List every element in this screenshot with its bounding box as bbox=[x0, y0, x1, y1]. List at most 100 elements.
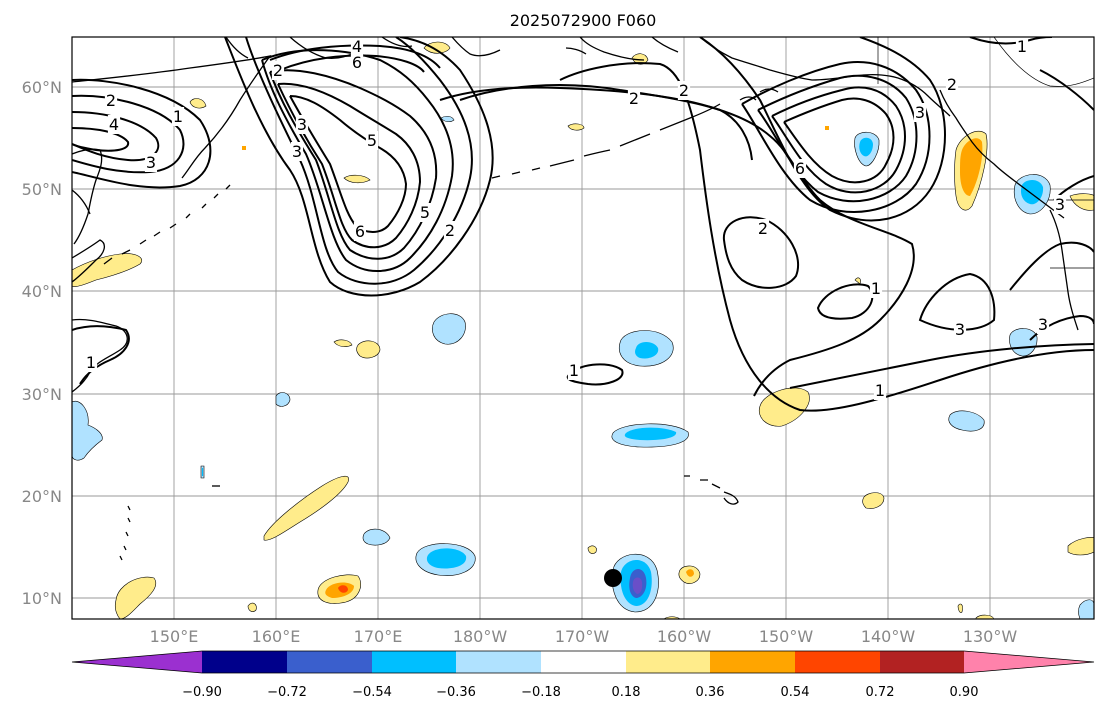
shade-yellow bbox=[343, 174, 371, 184]
coast-seward bbox=[579, 37, 679, 61]
contour-trough-outer bbox=[224, 37, 494, 297]
colorbar-segment bbox=[626, 651, 710, 673]
contour-label: 1 bbox=[871, 279, 881, 298]
shade-yellow bbox=[114, 576, 157, 619]
colorbar-segment bbox=[541, 651, 626, 673]
colorbar-tick-label: 0.72 bbox=[866, 685, 895, 700]
shade-yellow bbox=[72, 253, 142, 287]
contour-loop-1b bbox=[816, 283, 874, 320]
contour-label: 4 bbox=[352, 37, 362, 56]
contour-label-bg bbox=[144, 153, 158, 172]
contour-ne-1b bbox=[1039, 69, 1094, 111]
location-marker bbox=[604, 569, 622, 587]
contour-gulf-5 bbox=[783, 97, 895, 184]
colorbar-segment bbox=[202, 651, 287, 673]
colorbar-segment bbox=[287, 651, 372, 673]
colorbar-segment bbox=[710, 651, 795, 673]
shade-yellow bbox=[1067, 536, 1094, 556]
contour-label-bg bbox=[869, 279, 883, 298]
contour-label: 3 bbox=[1055, 195, 1065, 214]
colorbar-segment bbox=[72, 651, 202, 673]
shade-red bbox=[338, 585, 348, 593]
contour-label-bg bbox=[290, 142, 304, 161]
contour-trough-5 bbox=[277, 82, 422, 249]
contour-label-bg bbox=[873, 381, 887, 400]
contour-label-bg bbox=[677, 81, 691, 100]
coast-hokkaido bbox=[72, 239, 106, 283]
shade-blue bbox=[859, 137, 873, 157]
colorbar-tick-label: −0.18 bbox=[521, 685, 561, 700]
lon-label: 150°E bbox=[150, 627, 199, 646]
contour-label-bg bbox=[271, 61, 285, 80]
contour-gulf-3 bbox=[757, 74, 918, 203]
contour-label: 2 bbox=[947, 75, 957, 94]
contour-labels: 4 6 2 4 3 1 3 3 5 6 5 2 2 1 1 2 6 3 2 1 … bbox=[84, 37, 1067, 400]
colorbar-segment bbox=[456, 651, 541, 673]
contour-label: 3 bbox=[292, 142, 302, 161]
coast-aleutian-islands bbox=[491, 103, 721, 179]
coast-bc-panhandle bbox=[939, 89, 1065, 219]
coast-alaska bbox=[699, 37, 951, 117]
colorbar-segment bbox=[372, 651, 456, 673]
shade-blue bbox=[426, 548, 467, 569]
contour-label-bg bbox=[627, 89, 641, 108]
lon-label: 170°E bbox=[354, 627, 403, 646]
shade-blue bbox=[624, 427, 677, 441]
shade-yellow bbox=[975, 614, 995, 619]
contour-label-bg bbox=[295, 115, 309, 134]
shade-purple bbox=[632, 577, 643, 594]
coast-island bbox=[565, 47, 587, 55]
contour-label: 6 bbox=[795, 159, 805, 178]
lat-label: 20°N bbox=[22, 487, 62, 506]
colorbar-segment bbox=[964, 651, 1094, 673]
lon-label: 140°W bbox=[861, 627, 916, 646]
anomaly-shading bbox=[72, 41, 1094, 619]
contour-label-bg bbox=[756, 219, 770, 238]
shade-yellow bbox=[247, 602, 257, 612]
contour-label: 3 bbox=[915, 103, 925, 122]
shade-lightblue bbox=[440, 115, 455, 123]
coast-kamchatka bbox=[72, 55, 272, 179]
contour-label-bg bbox=[1036, 315, 1050, 334]
contour-label-bg bbox=[350, 53, 364, 72]
lon-label: 150°W bbox=[759, 627, 814, 646]
map-frame bbox=[71, 36, 1095, 620]
map-area bbox=[72, 37, 1094, 619]
shade-yellow bbox=[1069, 193, 1094, 211]
shade-lightblue bbox=[948, 410, 985, 432]
shade-lightblue bbox=[432, 313, 466, 345]
lon-label: 130°W bbox=[963, 627, 1018, 646]
contour-band-1b bbox=[789, 343, 1094, 389]
contour-label-bg bbox=[443, 221, 457, 240]
lon-label: 160°W bbox=[657, 627, 712, 646]
contour-trough-3 bbox=[261, 49, 454, 273]
contour-label-bg bbox=[1015, 37, 1029, 56]
coast-us-west bbox=[1049, 209, 1079, 331]
shade-lightblue bbox=[1078, 599, 1094, 619]
contour-label: 2 bbox=[445, 221, 455, 240]
contour-label: 3 bbox=[1038, 315, 1048, 334]
contour-1 bbox=[72, 78, 212, 189]
figure-title: 2025072900 F060 bbox=[510, 11, 657, 30]
contour-label-bg bbox=[353, 222, 367, 241]
contour-label: 2 bbox=[629, 89, 639, 108]
contour-east-3b bbox=[1009, 241, 1094, 291]
shade-yellow bbox=[263, 475, 349, 541]
contour-label: 1 bbox=[86, 353, 96, 372]
contour-2 bbox=[72, 94, 185, 174]
contour-gulf-4 bbox=[771, 86, 906, 194]
shade-yellow bbox=[567, 123, 585, 131]
contour-label-bg bbox=[171, 107, 185, 126]
shade-yellow bbox=[862, 492, 885, 509]
contour-label: 2 bbox=[679, 81, 689, 100]
contour-label-bg bbox=[945, 75, 959, 94]
coast-hawaii bbox=[684, 475, 739, 505]
shade-lightblue bbox=[72, 400, 103, 461]
lat-label: 60°N bbox=[22, 78, 62, 97]
shade-yellow bbox=[423, 41, 451, 54]
contour-label-bg bbox=[913, 103, 927, 122]
contour-label: 4 bbox=[109, 115, 119, 134]
colorbar: −0.90 −0.72 −0.54 −0.36 −0.18 0.18 0.36 … bbox=[71, 650, 1095, 700]
contour-label-bg bbox=[365, 131, 379, 150]
